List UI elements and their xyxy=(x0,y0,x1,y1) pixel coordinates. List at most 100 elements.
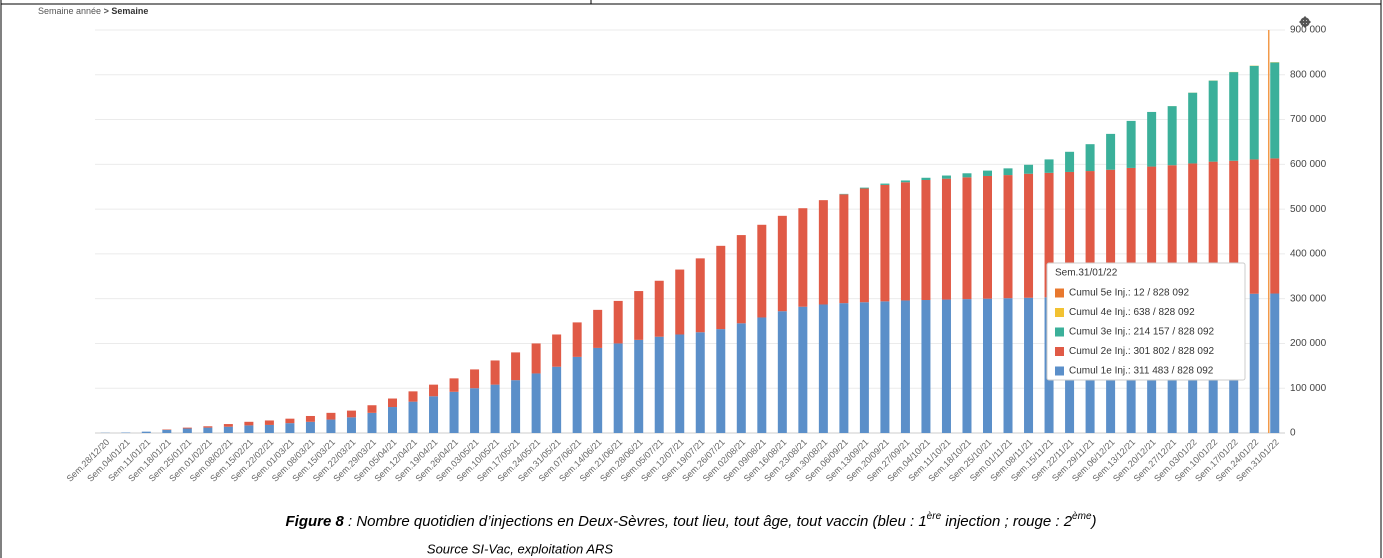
bar-segment xyxy=(818,304,828,433)
settings-icon[interactable] xyxy=(1299,16,1311,28)
bar-segment xyxy=(408,391,418,402)
bar-segment xyxy=(1085,144,1095,172)
bar-segment xyxy=(859,187,869,189)
bar-segment xyxy=(695,258,705,333)
bar-segment xyxy=(1229,72,1239,161)
bar-segment xyxy=(1208,80,1218,162)
tooltip-item: Cumul 2e Inj.: 301 802 / 828 092 xyxy=(1069,346,1215,357)
bar-segment xyxy=(921,180,931,301)
bar-segment xyxy=(675,334,685,433)
bar-segment xyxy=(654,336,664,433)
bar-segment xyxy=(839,303,849,433)
bar-segment xyxy=(470,369,480,389)
breadcrumb-separator: > xyxy=(104,6,109,16)
bar-segment xyxy=(552,366,562,433)
bar-segment xyxy=(1044,159,1054,173)
bar-segment xyxy=(244,421,254,426)
bar-segment xyxy=(1167,106,1177,166)
bar-segment xyxy=(593,309,603,348)
bar-segment xyxy=(1106,169,1116,296)
bar-segment xyxy=(1003,175,1013,299)
bar-segment xyxy=(983,298,992,433)
tooltip-swatch xyxy=(1055,327,1064,337)
y-tick-label: 700 000 xyxy=(1290,114,1327,125)
caption-text: ) xyxy=(1090,513,1097,530)
bar-segment xyxy=(182,428,192,433)
breadcrumb-current: Semaine xyxy=(111,6,148,16)
bar-segment xyxy=(531,373,541,433)
tooltip-item: Cumul 1e Inj.: 311 483 / 828 092 xyxy=(1069,366,1214,377)
bar-segment xyxy=(552,334,562,367)
bar-segment xyxy=(859,188,869,303)
bar-segment xyxy=(1003,168,1013,176)
caption-sup: ème xyxy=(1072,511,1092,522)
caption-label: Figure 8 xyxy=(285,513,344,530)
breadcrumb-parent[interactable]: Semaine année xyxy=(38,6,101,16)
bar-segment xyxy=(757,317,767,433)
bar-segment xyxy=(1147,111,1157,167)
bar-segment xyxy=(798,306,808,433)
tooltip-swatch xyxy=(1055,308,1064,317)
bar-segment xyxy=(983,175,992,299)
bar-segment xyxy=(388,398,397,408)
bar-segment xyxy=(449,378,459,392)
tooltip-item: Cumul 4e Inj.: 638 / 828 092 xyxy=(1069,307,1195,318)
bar-segment xyxy=(1003,298,1013,433)
bar-segment xyxy=(983,170,992,176)
tooltip-swatch xyxy=(1055,288,1064,298)
y-tick-label: 200 000 xyxy=(1290,338,1327,349)
bar-segment xyxy=(1270,158,1280,294)
bar-segment xyxy=(1024,173,1034,298)
bar-segment xyxy=(511,352,521,381)
y-tick-label: 500 000 xyxy=(1290,204,1327,215)
bar-segment xyxy=(141,431,151,433)
bar-segment xyxy=(654,280,664,337)
bar-segment xyxy=(367,412,377,433)
bar-segment xyxy=(203,426,213,428)
bar-segment xyxy=(900,180,910,183)
y-tick-label: 100 000 xyxy=(1290,383,1327,394)
bar-segment xyxy=(613,300,623,344)
bar-segment xyxy=(1085,171,1095,297)
caption: Figure 8 : Nombre quotidien d’injections… xyxy=(285,511,1096,530)
bar-segment xyxy=(285,418,295,424)
caption-sup: ère xyxy=(927,511,942,522)
bar-segment xyxy=(777,215,787,312)
bar-segment xyxy=(880,301,890,433)
bar-segment xyxy=(1270,293,1280,433)
bar-segment xyxy=(695,332,705,433)
gear-tooth[interactable] xyxy=(1299,21,1311,23)
bar-segment xyxy=(1188,92,1198,164)
bar-segment xyxy=(962,177,972,300)
bar-segment xyxy=(613,343,623,433)
bar-segment xyxy=(429,384,439,397)
bar-segment xyxy=(1208,161,1218,295)
bar-segment xyxy=(223,426,233,433)
bar-segment xyxy=(1188,163,1198,295)
bar-segment xyxy=(839,194,849,304)
bar-segment xyxy=(1126,167,1136,296)
bar-segment xyxy=(757,224,767,318)
bar-segment xyxy=(1249,159,1259,294)
y-tick-label: 300 000 xyxy=(1290,293,1327,304)
y-tick-label: 900 000 xyxy=(1290,25,1327,36)
bar-segment xyxy=(1167,165,1177,296)
bar-segment xyxy=(305,421,315,433)
breadcrumb: Semaine année > Semaine xyxy=(38,6,148,16)
y-tick-label: 400 000 xyxy=(1290,249,1327,260)
bar-segment xyxy=(511,380,521,433)
bar-segment xyxy=(572,356,582,433)
bar-segment xyxy=(880,183,890,185)
bar-segment xyxy=(1024,164,1034,174)
tooltip: Sem.31/01/22 Cumul 5e Inj.: 12 / 828 092 C… xyxy=(1046,262,1246,381)
bar-segment xyxy=(1270,62,1280,159)
bar-segment xyxy=(921,300,931,433)
bar-segment xyxy=(408,401,418,433)
bar-segment xyxy=(1126,120,1136,168)
bar-segment xyxy=(1065,151,1075,172)
bar-segment xyxy=(244,425,254,433)
bar-segment xyxy=(429,396,439,433)
bar-segment xyxy=(736,235,746,324)
